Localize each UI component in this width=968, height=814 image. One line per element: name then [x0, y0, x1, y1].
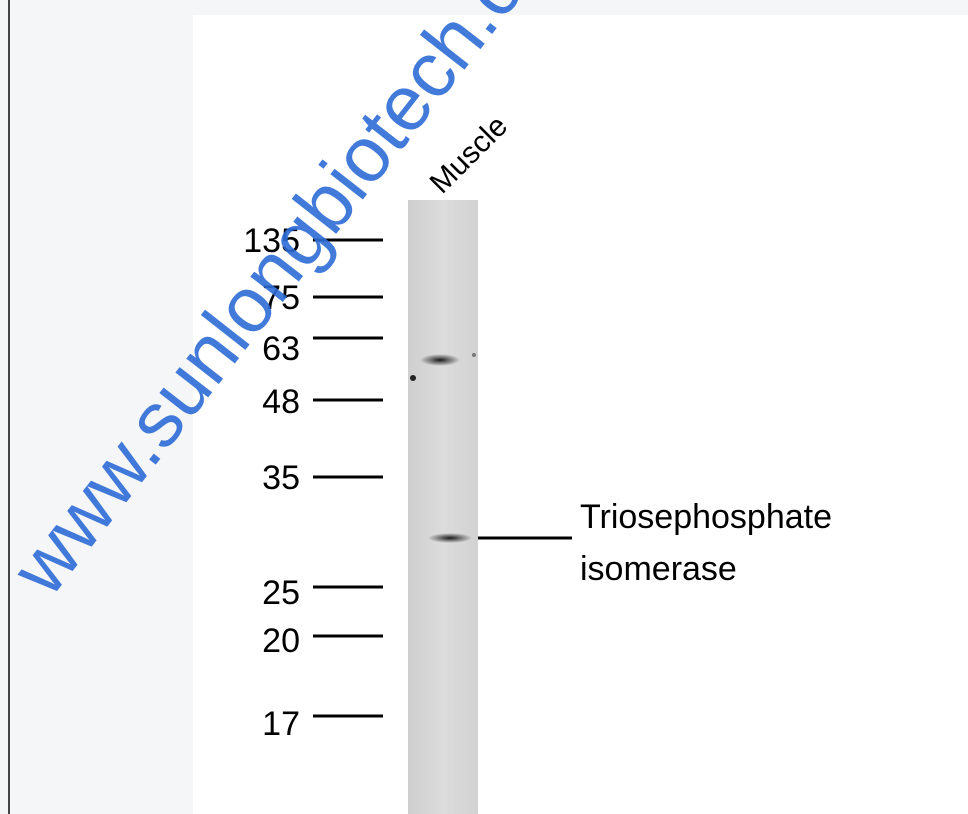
spot: [410, 375, 416, 381]
band-label: Triosephosphate: [580, 498, 832, 536]
band-label: isomerase: [580, 550, 737, 588]
lane: [408, 200, 478, 814]
band: [420, 354, 460, 366]
band: [428, 533, 472, 543]
marker-label: 17: [262, 705, 300, 743]
marker-label: 48: [262, 383, 300, 421]
blot-image: [193, 15, 968, 814]
spot: [472, 353, 476, 357]
marker-label: 25: [262, 574, 300, 612]
page: Muscle Triosephosphate isomerase 1357563…: [0, 0, 968, 814]
marker-label: 20: [262, 622, 300, 660]
frame-border: [8, 0, 10, 814]
marker-label: 35: [262, 459, 300, 497]
screenshot: Muscle Triosephosphate isomerase 1357563…: [0, 0, 968, 814]
